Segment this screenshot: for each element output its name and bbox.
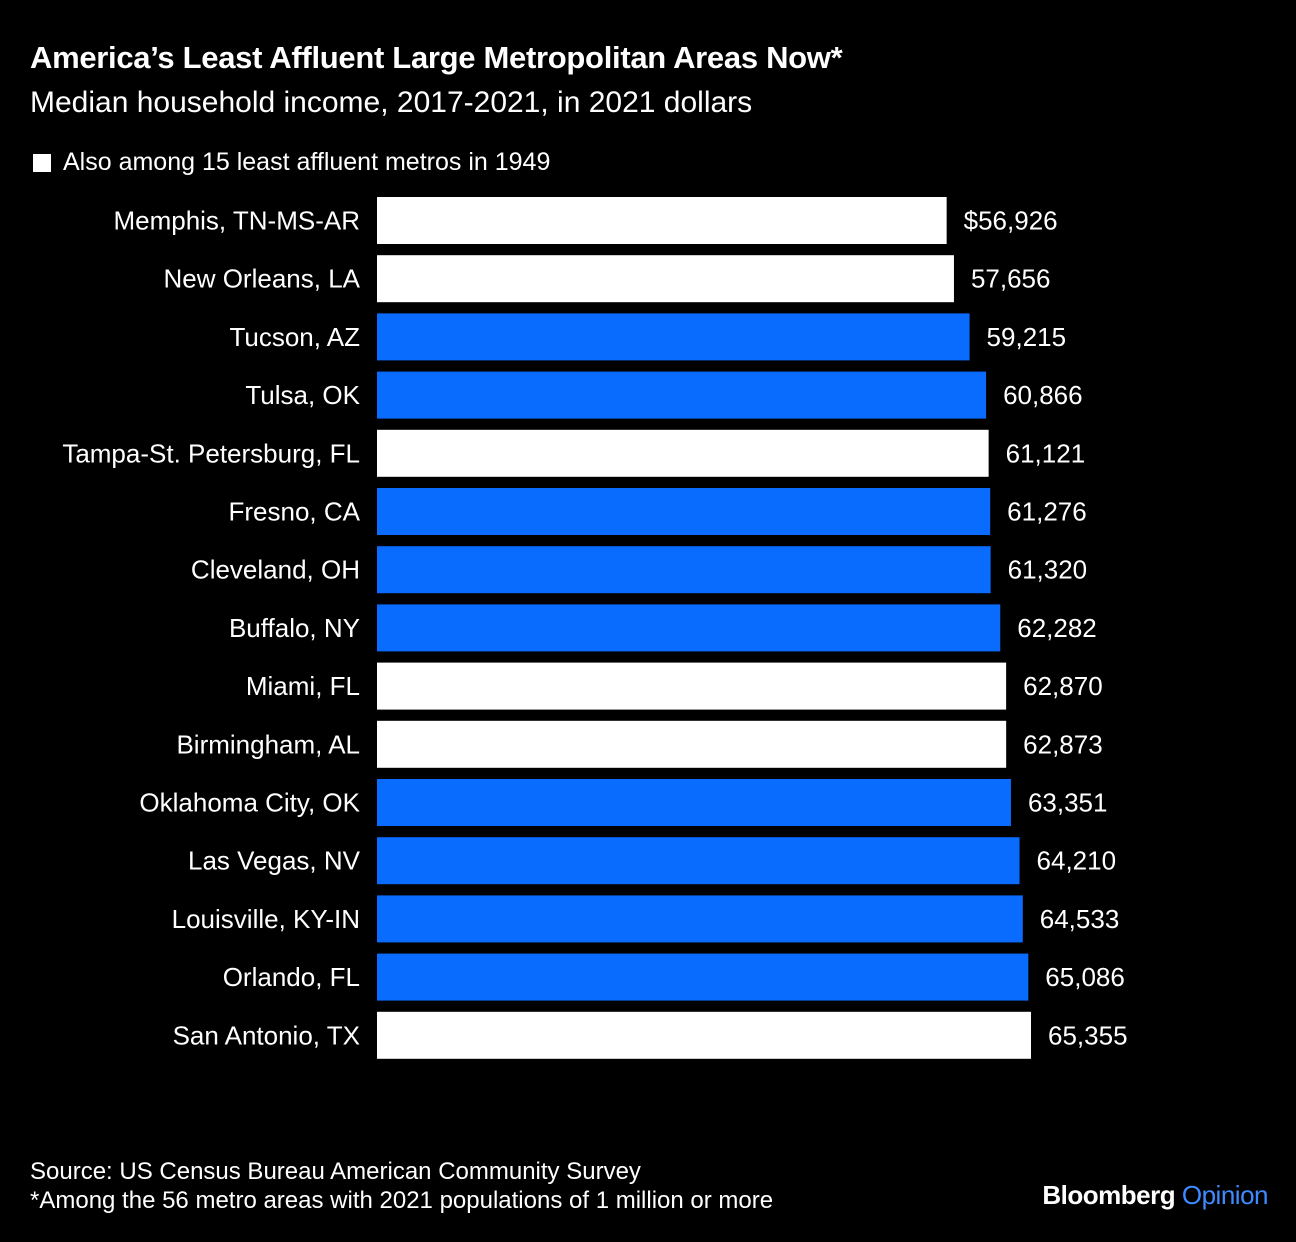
- footnote: *Among the 56 metro areas with 2021 popu…: [30, 1187, 774, 1214]
- bar-8: [377, 662, 1007, 710]
- bar-0: [377, 197, 947, 244]
- category-label: New Orleans, LA: [163, 264, 360, 294]
- category-label: Oklahoma City, OK: [139, 788, 360, 818]
- value-label: 62,282: [1017, 613, 1097, 643]
- category-label: Louisville, KY-IN: [172, 904, 360, 934]
- brand-section: Opinion: [1181, 1180, 1269, 1210]
- brand-name: Bloomberg: [1042, 1180, 1176, 1210]
- bar-10: [377, 779, 1011, 826]
- value-label: 62,873: [1023, 729, 1103, 759]
- bar-5: [377, 488, 991, 535]
- bar-12: [377, 895, 1023, 943]
- source-note: Source: US Census Bureau American Commun…: [30, 1158, 641, 1185]
- value-label: 61,320: [1008, 555, 1088, 585]
- category-label: Miami, FL: [246, 671, 360, 701]
- legend-swatch: [33, 153, 51, 172]
- bar-4: [377, 429, 989, 477]
- bar-7: [377, 604, 1001, 652]
- legend: Also among 15 least affluent metros in 1…: [33, 148, 550, 177]
- value-label: 64,533: [1040, 904, 1120, 934]
- category-label: Buffalo, NY: [229, 613, 360, 643]
- category-label: Birmingham, AL: [176, 729, 360, 759]
- category-label: Cleveland, OH: [191, 555, 360, 585]
- value-label: 65,086: [1045, 962, 1125, 992]
- bar-1: [377, 255, 954, 303]
- bar-13: [377, 953, 1029, 1001]
- value-label: 61,121: [1006, 438, 1086, 468]
- bar-6: [377, 546, 991, 594]
- category-label: Las Vegas, NV: [188, 846, 361, 876]
- bar-2: [377, 313, 970, 361]
- category-label: Memphis, TN-MS-AR: [113, 206, 360, 236]
- value-label: 64,210: [1037, 846, 1117, 876]
- value-label: 57,656: [971, 264, 1051, 294]
- chart-subtitle: Median household income, 2017-2021, in 2…: [30, 86, 753, 119]
- category-label: Tucson, AZ: [229, 322, 360, 352]
- value-label: 59,215: [987, 322, 1067, 352]
- category-label: San Antonio, TX: [173, 1020, 360, 1050]
- value-label: 62,870: [1023, 671, 1103, 701]
- bar-3: [377, 371, 987, 419]
- category-label: Fresno, CA: [229, 497, 361, 527]
- bar-9: [377, 720, 1007, 768]
- value-label: 60,866: [1003, 380, 1083, 410]
- chart-title: America’s Least Affluent Large Metropoli…: [30, 40, 843, 75]
- bar-14: [377, 1011, 1031, 1059]
- category-label: Tampa-St. Petersburg, FL: [62, 438, 360, 468]
- value-label: 65,355: [1048, 1020, 1128, 1050]
- bar-11: [377, 837, 1020, 885]
- category-label: Orlando, FL: [223, 962, 360, 992]
- brand-logo: Bloomberg Opinion: [1042, 1180, 1268, 1211]
- legend-label: Also among 15 least affluent metros in 1…: [63, 148, 551, 176]
- value-label: $56,926: [964, 206, 1058, 236]
- category-label: Tulsa, OK: [245, 380, 360, 410]
- value-label: 61,276: [1007, 497, 1087, 527]
- value-label: 63,351: [1028, 788, 1108, 818]
